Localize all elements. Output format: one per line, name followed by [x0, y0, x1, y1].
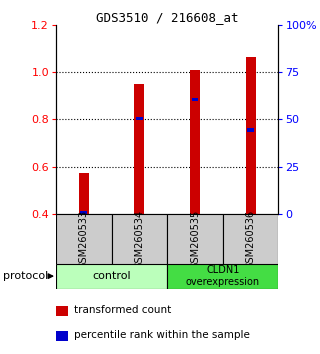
Bar	[112, 214, 167, 264]
Text: GSM260533: GSM260533	[79, 209, 89, 269]
Bar	[247, 129, 254, 132]
Bar	[223, 214, 278, 264]
Bar	[56, 264, 167, 289]
Text: protocol: protocol	[3, 271, 48, 281]
Bar	[192, 98, 198, 101]
Text: GSM260536: GSM260536	[246, 209, 256, 269]
Bar	[56, 306, 68, 316]
Bar	[134, 84, 144, 214]
Title: GDS3510 / 216608_at: GDS3510 / 216608_at	[96, 11, 238, 24]
Text: percentile rank within the sample: percentile rank within the sample	[74, 330, 250, 339]
Bar	[167, 214, 223, 264]
Bar	[79, 173, 89, 214]
Bar	[80, 211, 87, 214]
Bar	[136, 116, 143, 120]
Text: control: control	[92, 271, 131, 281]
Text: GSM260534: GSM260534	[134, 209, 144, 269]
Bar	[167, 264, 278, 289]
Text: GSM260535: GSM260535	[190, 209, 200, 269]
Text: transformed count: transformed count	[74, 305, 171, 315]
Text: CLDN1
overexpression: CLDN1 overexpression	[186, 265, 260, 287]
Bar	[245, 57, 256, 214]
Bar	[190, 70, 200, 214]
Bar	[56, 331, 68, 341]
Bar	[56, 214, 112, 264]
